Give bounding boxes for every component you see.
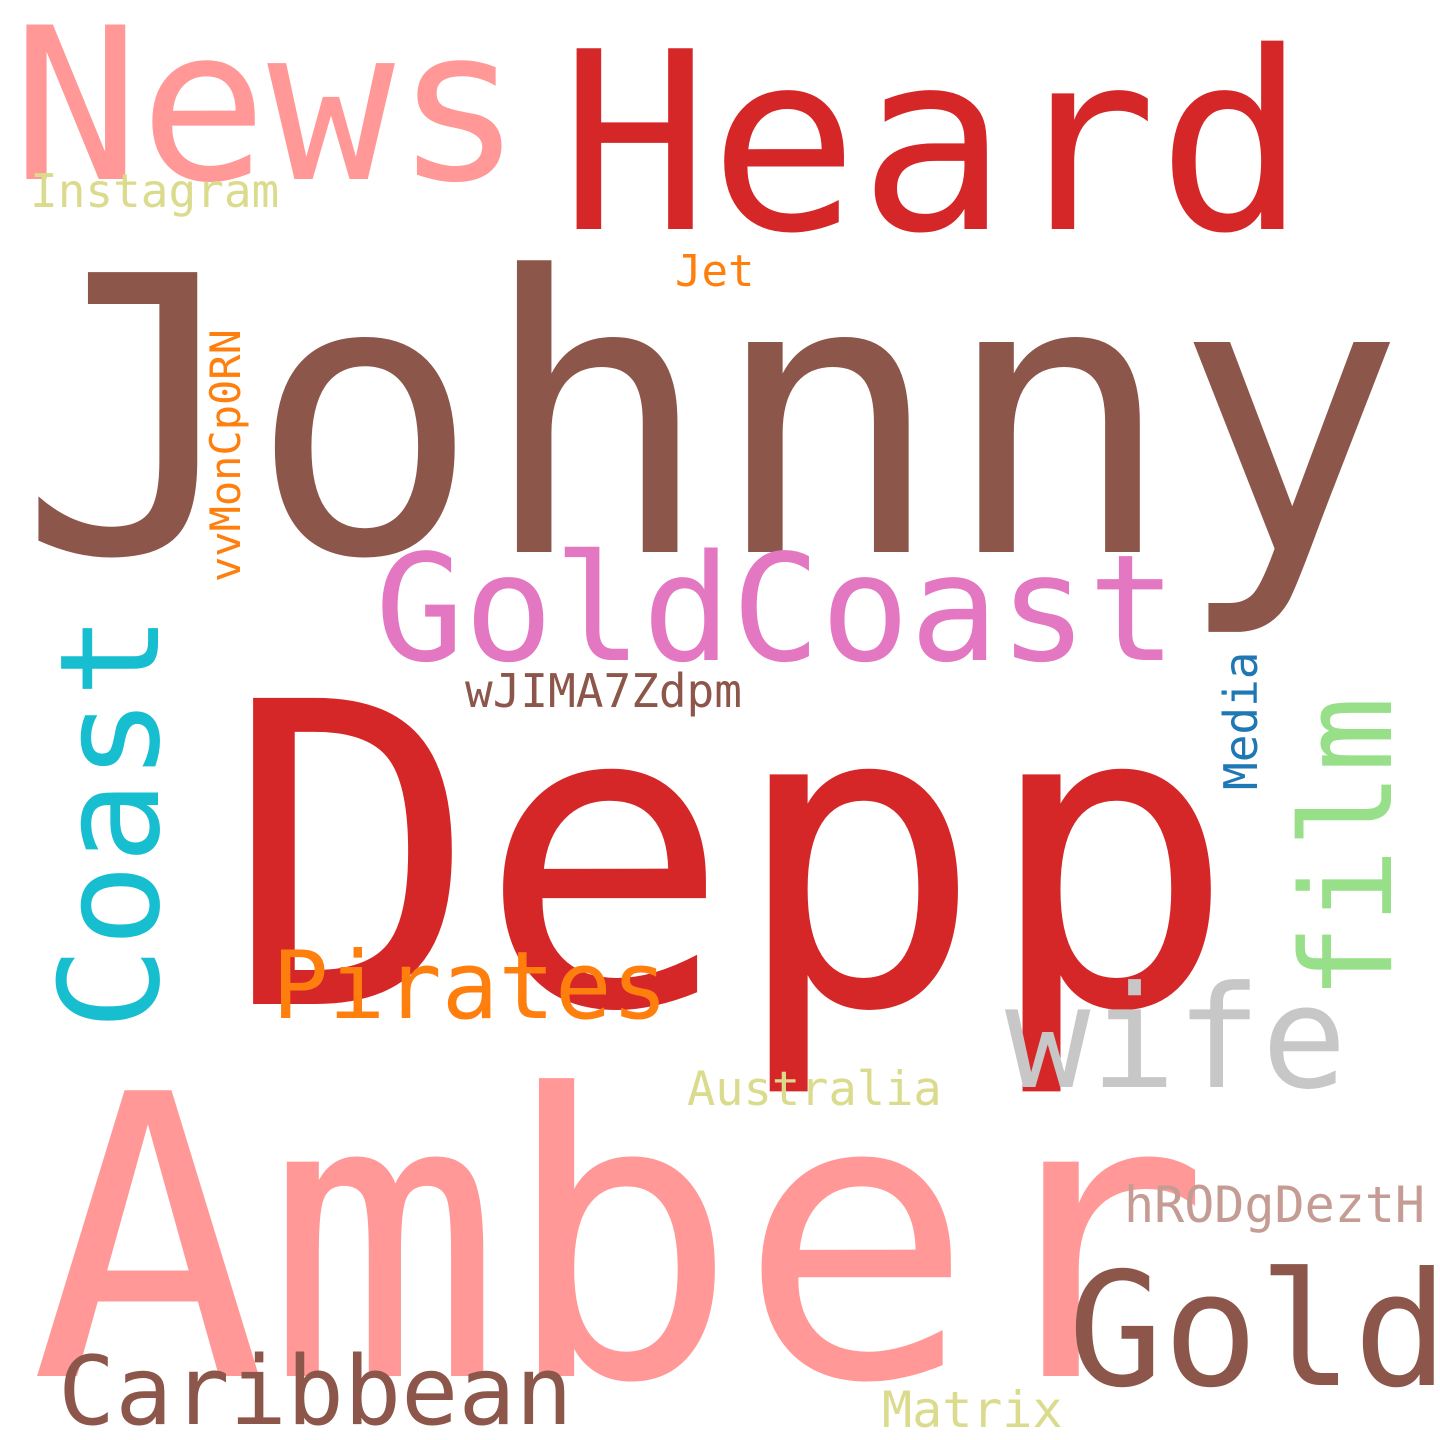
word-pirates-text: Pirates [272, 932, 669, 1041]
word-media: Media [1214, 652, 1356, 836]
word-heard: Heard [560, 20, 1307, 268]
word-gold-text: Gold [1068, 1239, 1440, 1423]
word-matrix: Matrix [882, 1385, 1063, 1435]
word-news: News [12, 0, 523, 212]
word-caribbean: Caribbean [58, 1345, 573, 1440]
word-film: film [1274, 697, 1440, 1126]
word-depp: Depp [225, 650, 1236, 1070]
word-hrodgdezth-text: hRODgDeztH [1124, 1176, 1426, 1234]
word-australia-text: Australia [687, 1062, 942, 1117]
word-caribbean-text: Caribbean [58, 1337, 573, 1440]
word-goldcoast-text: GoldCoast [375, 523, 1177, 695]
word-wjima7zdpm-text: wJIMA7Zdpm [465, 664, 742, 718]
word-instagram-text: Instagram [30, 164, 280, 218]
word-depp-text: Depp [225, 615, 1237, 1104]
word-pirates: Pirates [272, 940, 668, 1034]
word-matrix-text: Matrix [882, 1381, 1063, 1439]
word-amber: Amber [30, 1045, 1210, 1437]
word-gold: Gold [1068, 1252, 1440, 1410]
word-coast: Coast [30, 615, 457, 1168]
word-instagram: Instagram [30, 168, 279, 214]
word-jet: Jet [675, 250, 754, 294]
word-hrodgdezth: hRODgDeztH [1124, 1180, 1425, 1230]
word-johnny-text: Johnny [18, 196, 1406, 643]
word-media-text: Media [1214, 651, 1268, 790]
word-coast-text: Coast [30, 614, 191, 1030]
word-wife: wife [1005, 968, 1347, 1110]
word-wjima7zdpm: wJIMA7Zdpm [465, 668, 742, 714]
word-jet-text: Jet [675, 246, 755, 297]
word-heard-text: Heard [560, 0, 1307, 288]
word-australia: Australia [687, 1066, 942, 1113]
word-news-text: News [12, 0, 523, 229]
word-amber-text: Amber [30, 1013, 1211, 1440]
word-vvmoncp0rn-text: vvMonCp0RN [201, 329, 250, 582]
word-goldcoast: GoldCoast [375, 535, 1177, 683]
word-johnny: Johnny [18, 228, 1405, 612]
word-vvmoncp0rn: vvMonCp0RN [201, 329, 458, 624]
word-film-text: film [1274, 696, 1421, 1000]
word-wife-text: wife [1005, 956, 1347, 1121]
